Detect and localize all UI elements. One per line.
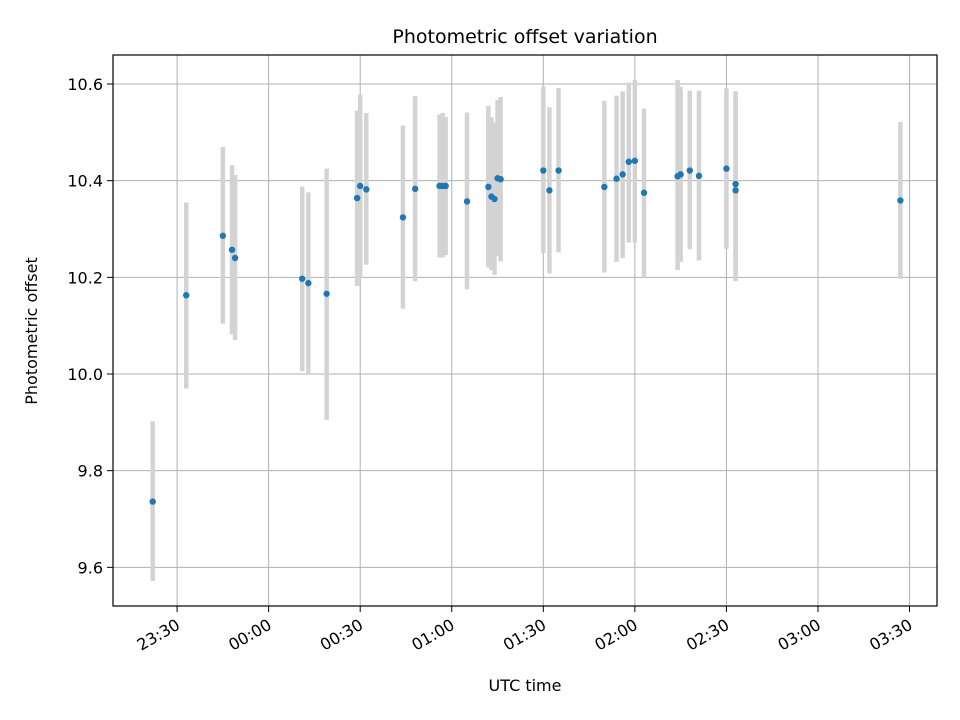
- data-point: [555, 167, 562, 174]
- data-point: [299, 275, 306, 282]
- data-point: [601, 183, 608, 191]
- y-axis-ticks: 9.6 9.8 10.0 10.2 10.4 10.6: [67, 75, 113, 577]
- data-point: [463, 198, 471, 205]
- data-point: [353, 194, 361, 202]
- data-point: [677, 171, 684, 178]
- data-point: [619, 171, 626, 178]
- data-point: [723, 165, 730, 172]
- x-tick-label: 03:00: [775, 615, 824, 655]
- data-point: [625, 158, 632, 166]
- data-point: [149, 498, 156, 505]
- x-axis-label: UTC time: [489, 676, 562, 695]
- data-points: [149, 157, 904, 505]
- data-point: [231, 254, 239, 262]
- data-point: [546, 187, 553, 194]
- x-tick-label: 23:30: [134, 615, 183, 655]
- data-point: [399, 214, 407, 221]
- data-point: [732, 180, 739, 188]
- data-point: [485, 183, 492, 191]
- y-tick-label: 10.4: [67, 172, 103, 191]
- y-tick-label: 9.6: [78, 558, 103, 577]
- x-tick-label: 00:00: [225, 615, 274, 655]
- y-tick-label: 10.6: [67, 75, 103, 94]
- x-axis-ticks: 23:30 00:00 00:30 01:00 01:30 02:00 02:30 03:00…: [134, 606, 916, 655]
- data-point: [640, 189, 648, 196]
- chart-title: Photometric offset variation: [392, 26, 657, 48]
- data-point: [357, 182, 364, 190]
- data-point: [363, 186, 370, 193]
- y-tick-label: 9.8: [78, 462, 103, 481]
- y-tick-label: 10.0: [67, 365, 103, 384]
- x-tick-label: 02:00: [591, 615, 640, 655]
- x-tick-label: 01:00: [408, 615, 457, 655]
- data-point: [411, 185, 419, 193]
- data-point: [613, 175, 620, 182]
- data-point: [897, 197, 904, 204]
- data-point: [219, 232, 227, 239]
- x-tick-label: 01:30: [500, 615, 549, 655]
- x-tick-label: 00:30: [317, 615, 366, 655]
- data-point: [228, 246, 236, 253]
- data-point: [491, 195, 498, 203]
- data-point: [305, 279, 312, 287]
- x-tick-label: 02:30: [683, 615, 732, 655]
- error-bars: [150, 80, 903, 581]
- x-tick-label: 03:30: [866, 615, 915, 655]
- data-point: [183, 292, 190, 299]
- y-axis-label: Photometric offset: [22, 257, 41, 405]
- data-point: [540, 167, 547, 174]
- data-point: [732, 187, 739, 194]
- data-point: [323, 290, 330, 297]
- plot-frame: [112, 54, 938, 607]
- data-point: [497, 176, 504, 183]
- data-point: [686, 167, 693, 174]
- data-point: [631, 157, 639, 165]
- data-point: [442, 182, 449, 190]
- y-tick-label: 10.2: [67, 268, 103, 287]
- data-point: [695, 172, 703, 180]
